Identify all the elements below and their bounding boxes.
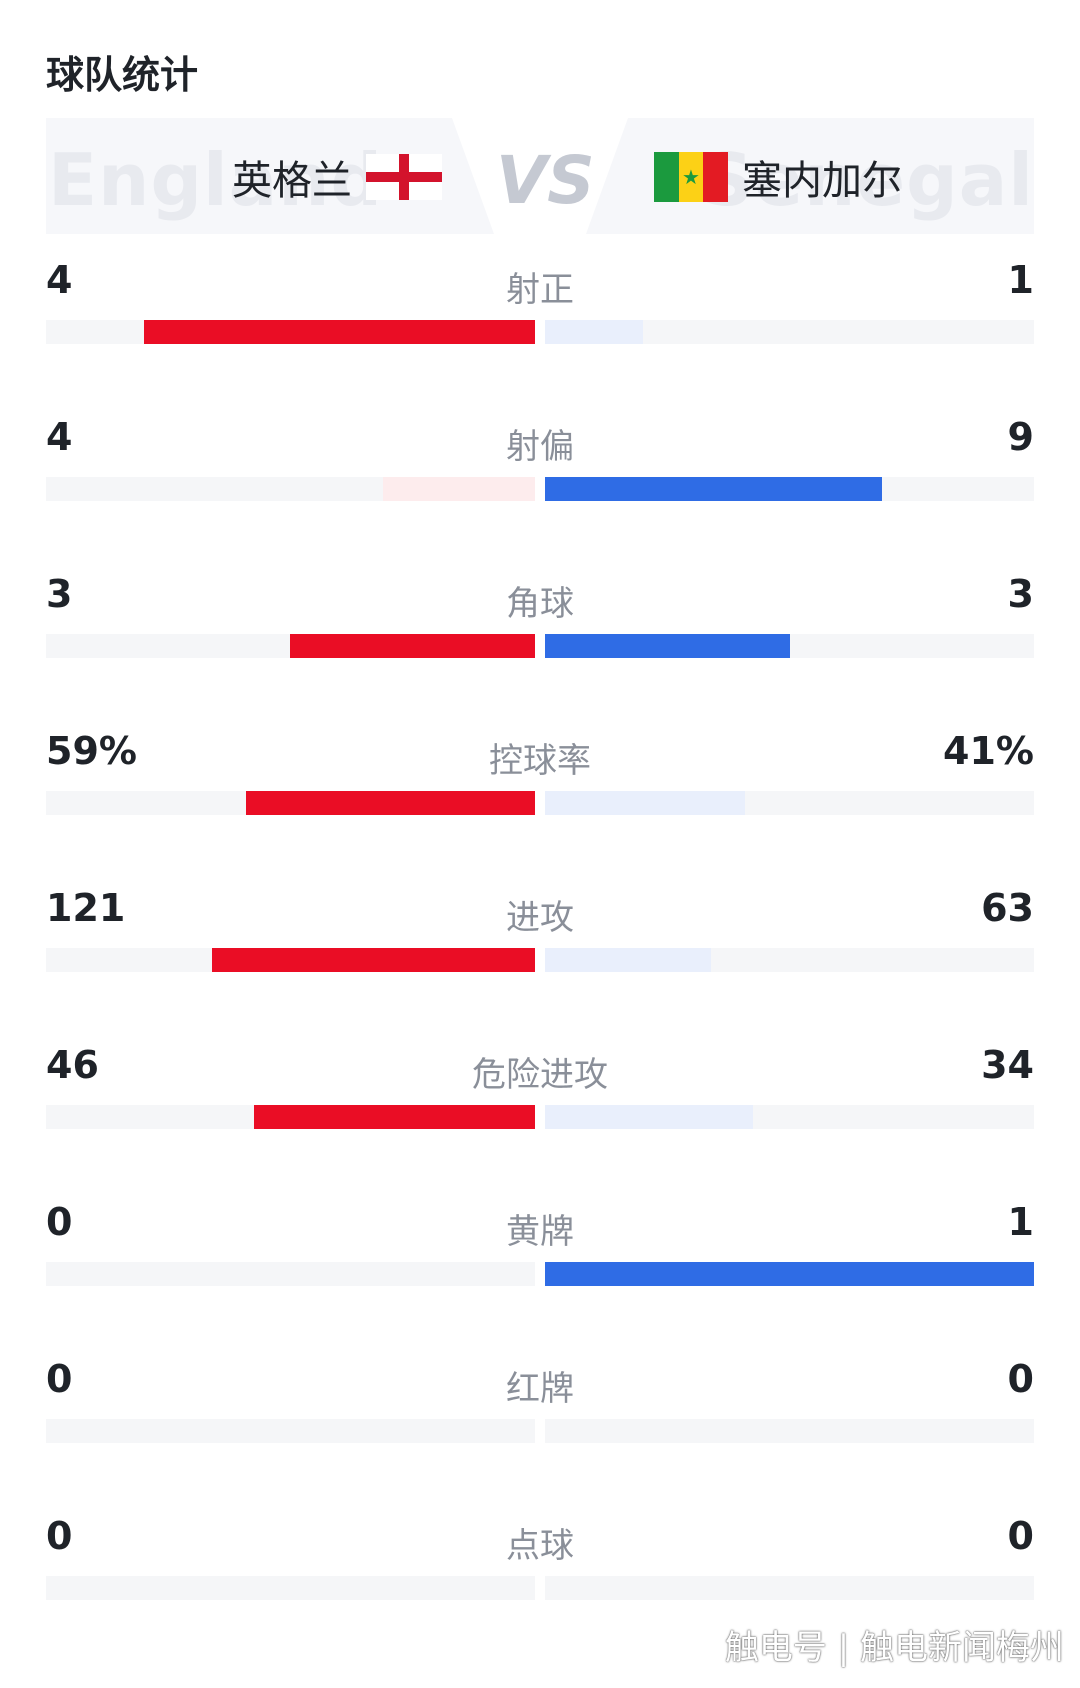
away-team: ★ 塞内加尔 — [654, 152, 902, 204]
stat-row: 121 进攻 63 — [46, 886, 1034, 1006]
stat-label: 控球率 — [489, 741, 591, 781]
home-stat-value: 0 — [46, 1514, 73, 1558]
stat-row: 0 点球 0 — [46, 1514, 1034, 1634]
away-stat-value: 1 — [1007, 258, 1034, 302]
home-stat-bar-track — [46, 477, 535, 501]
stat-label: 进攻 — [506, 898, 574, 938]
home-stat-value: 4 — [46, 415, 73, 459]
home-stat-bar-fill — [144, 320, 535, 344]
away-stat-bar-track — [545, 320, 1034, 344]
home-stat-value: 0 — [46, 1200, 73, 1244]
away-stat-bar-track — [545, 1576, 1034, 1600]
away-stat-value: 0 — [1007, 1357, 1034, 1401]
home-stat-bar-track — [46, 1419, 535, 1443]
home-team-name: 英格兰 — [232, 158, 352, 204]
senegal-flag-icon: ★ — [654, 152, 729, 202]
stat-row: 4 射正 1 — [46, 258, 1034, 378]
stat-label: 射偏 — [506, 427, 574, 467]
stat-label: 角球 — [506, 584, 574, 624]
stat-row: 59% 控球率 41% — [46, 729, 1034, 849]
stat-label: 红牌 — [506, 1369, 574, 1409]
away-stat-bar-fill — [545, 1105, 753, 1129]
away-team-ghost-text: Senegal — [701, 138, 1034, 222]
home-team-ghost-text: England — [48, 138, 384, 222]
away-stat-bar-track — [545, 791, 1034, 815]
away-stat-bar-fill — [545, 320, 643, 344]
away-stat-bar-track — [545, 1105, 1034, 1129]
stat-label: 点球 — [506, 1526, 574, 1566]
home-stat-bar-fill — [254, 1105, 535, 1129]
away-stat-bar-track — [545, 1262, 1034, 1286]
stat-row: 46 危险进攻 34 — [46, 1043, 1034, 1163]
watermark: 触电号 | 触电新闻梅州 — [724, 1628, 1064, 1668]
england-flag-icon — [366, 154, 442, 200]
stat-label: 危险进攻 — [472, 1055, 608, 1095]
stat-row: 3 角球 3 — [46, 572, 1034, 692]
away-stat-value: 41% — [943, 729, 1034, 773]
stat-label: 射正 — [506, 270, 574, 310]
away-stat-bar-fill — [545, 634, 790, 658]
stat-row: 4 射偏 9 — [46, 415, 1034, 535]
stat-row: 0 红牌 0 — [46, 1357, 1034, 1477]
away-stat-value: 0 — [1007, 1514, 1034, 1558]
page-title: 球队统计 — [46, 53, 199, 97]
home-stat-value: 46 — [46, 1043, 99, 1087]
home-stat-bar-track — [46, 320, 535, 344]
away-stat-bar-track — [545, 477, 1034, 501]
home-stat-bar-track — [46, 791, 535, 815]
away-team-name: 塞内加尔 — [742, 158, 902, 204]
home-team: 英格兰 — [232, 152, 442, 204]
away-stat-bar-fill — [545, 948, 711, 972]
away-stat-bar-track — [545, 948, 1034, 972]
home-stat-bar-fill — [290, 634, 535, 658]
home-stat-bar-track — [46, 1105, 535, 1129]
away-stat-bar-fill — [545, 791, 745, 815]
stat-row: 0 黄牌 1 — [46, 1200, 1034, 1320]
away-stat-value: 1 — [1007, 1200, 1034, 1244]
match-header: England Senegal VS 英格兰 ★ 塞内加尔 — [46, 118, 1034, 234]
home-stat-bar-track — [46, 1576, 535, 1600]
stat-label: 黄牌 — [506, 1212, 574, 1252]
home-stat-bar-track — [46, 948, 535, 972]
home-stat-bar-track — [46, 634, 535, 658]
away-stat-value: 34 — [981, 1043, 1034, 1087]
home-stat-value: 59% — [46, 729, 137, 773]
away-stat-bar-fill — [545, 1262, 1034, 1286]
away-stat-bar-fill — [545, 477, 882, 501]
home-stat-bar-track — [46, 1262, 535, 1286]
away-stat-bar-track — [545, 634, 1034, 658]
away-stat-value: 3 — [1007, 572, 1034, 616]
home-stat-value: 121 — [46, 886, 126, 930]
away-stat-value: 9 — [1007, 415, 1034, 459]
home-stat-value: 0 — [46, 1357, 73, 1401]
home-stat-value: 4 — [46, 258, 73, 302]
home-stat-value: 3 — [46, 572, 73, 616]
away-stat-bar-track — [545, 1419, 1034, 1443]
away-stat-value: 63 — [981, 886, 1034, 930]
home-stat-bar-fill — [212, 948, 535, 972]
vs-label: VS — [496, 142, 595, 219]
home-stat-bar-fill — [383, 477, 535, 501]
home-stat-bar-fill — [246, 791, 535, 815]
